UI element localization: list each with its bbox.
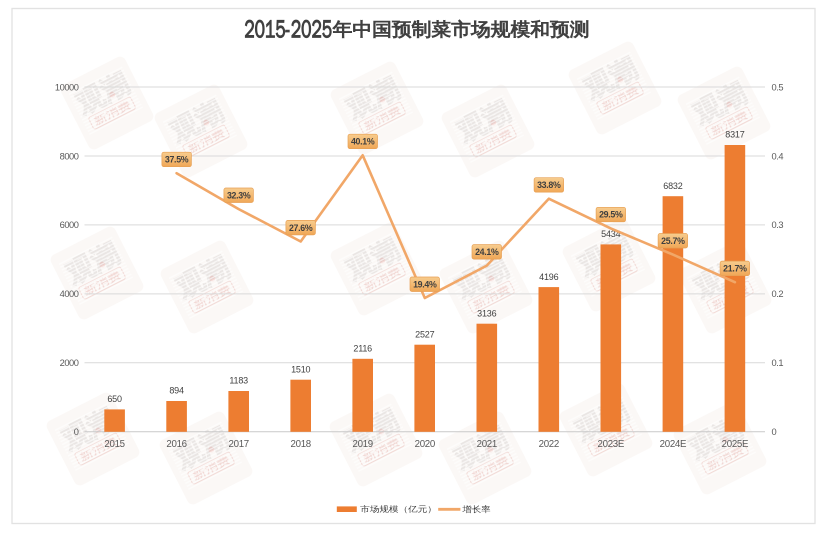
svg-text:2022: 2022: [539, 439, 559, 450]
svg-text:33.8%: 33.8%: [537, 180, 561, 190]
svg-text:2116: 2116: [353, 344, 372, 354]
svg-text:0: 0: [772, 427, 777, 437]
svg-text:1183: 1183: [229, 376, 248, 386]
svg-text:894: 894: [169, 386, 184, 396]
svg-text:2023E: 2023E: [598, 439, 625, 450]
svg-text:2018: 2018: [291, 439, 311, 450]
svg-text:27.6%: 27.6%: [289, 223, 313, 233]
svg-text:0.5: 0.5: [772, 82, 784, 92]
svg-text:1510: 1510: [291, 364, 310, 374]
svg-text:4196: 4196: [539, 272, 558, 282]
svg-text:2020: 2020: [415, 439, 436, 450]
svg-text:0.2: 0.2: [772, 289, 784, 299]
svg-text:2025E: 2025E: [722, 439, 749, 450]
svg-text:21.7%: 21.7%: [723, 264, 747, 274]
svg-text:37.5%: 37.5%: [165, 155, 189, 165]
svg-text:6000: 6000: [60, 220, 79, 230]
svg-text:2016: 2016: [166, 439, 186, 450]
svg-text:8317: 8317: [725, 130, 744, 140]
svg-text:2527: 2527: [415, 329, 434, 339]
svg-text:4000: 4000: [60, 289, 79, 299]
svg-text:40.1%: 40.1%: [351, 137, 375, 147]
svg-text:0.1: 0.1: [772, 358, 784, 368]
svg-text:2017: 2017: [229, 439, 249, 450]
svg-text:2015: 2015: [104, 439, 124, 450]
svg-text:2021: 2021: [477, 439, 497, 450]
svg-text:2019: 2019: [353, 439, 373, 450]
svg-text:19.4%: 19.4%: [413, 279, 437, 289]
svg-text:2024E: 2024E: [660, 439, 687, 450]
svg-text:6832: 6832: [663, 181, 682, 191]
svg-text:5434: 5434: [601, 229, 620, 239]
svg-text:10000: 10000: [55, 82, 79, 92]
svg-text:2000: 2000: [60, 358, 79, 368]
svg-text:3136: 3136: [477, 308, 496, 318]
svg-text:0: 0: [74, 427, 79, 437]
svg-text:25.7%: 25.7%: [661, 236, 685, 246]
svg-text:29.5%: 29.5%: [599, 210, 623, 220]
svg-text:24.1%: 24.1%: [475, 247, 499, 257]
svg-text:8000: 8000: [60, 151, 79, 161]
svg-text:32.3%: 32.3%: [227, 190, 251, 200]
svg-text:0.4: 0.4: [772, 151, 784, 161]
svg-text:0.3: 0.3: [772, 220, 784, 230]
svg-text:650: 650: [107, 394, 122, 404]
